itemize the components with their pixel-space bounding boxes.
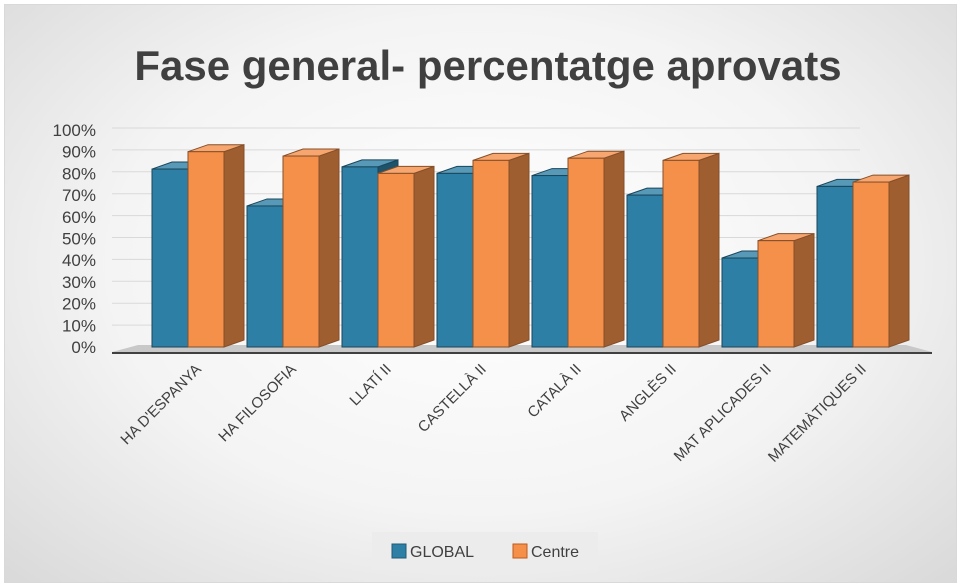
x-tick-label: CATALÀ II — [524, 361, 585, 422]
chart-floor — [112, 345, 932, 354]
y-tick-label: 20% — [62, 295, 96, 314]
chart-title: Fase general- percentatge aprovats — [134, 42, 841, 89]
legend-swatch-centre — [512, 543, 528, 559]
bar-centre-7 — [852, 174, 910, 348]
x-tick-label: ANGLÈS II — [616, 361, 680, 425]
legend-label-centre: Centre — [531, 544, 579, 561]
y-tick-label: 70% — [62, 186, 96, 205]
bar-centre-1 — [282, 148, 340, 348]
y-tick-label: 50% — [62, 230, 96, 249]
y-axis-ticks: 0% 10% 20% 30% 40% 50% 60% 70% 80% 90% 100% — [53, 121, 96, 357]
y-tick-label: 30% — [62, 273, 96, 292]
legend-box — [372, 532, 598, 570]
y-tick-label: 90% — [62, 143, 96, 162]
legend-swatch-global — [391, 543, 407, 559]
x-tick-label: CASTELLÀ II — [415, 361, 490, 436]
y-tick-label: 0% — [71, 338, 96, 357]
bar-centre-6 — [757, 232, 815, 348]
bars — [151, 143, 910, 348]
y-tick-label: 10% — [62, 316, 96, 335]
bar-centre-3 — [472, 152, 530, 348]
y-tick-label: 100% — [53, 121, 96, 140]
y-tick-label: 40% — [62, 251, 96, 270]
x-tick-label: HA D'ESPANYA — [117, 361, 204, 448]
x-axis-ticks: HA D'ESPANYA HA FILOSOFIA LLATÍ II CASTELLÀ… — [117, 361, 869, 466]
legend: GLOBAL Centre — [372, 532, 598, 570]
y-tick-label: 80% — [62, 164, 96, 183]
bar-centre-4 — [567, 150, 625, 348]
bar-centre-5 — [662, 152, 720, 348]
bar-centre-2 — [377, 165, 435, 348]
floor-plane — [112, 345, 932, 352]
x-tick-label: MATEMÀTIQUES II — [765, 361, 870, 466]
x-tick-label: HA FILOSOFIA — [215, 361, 300, 446]
x-tick-label: MAT APLICADES II — [671, 361, 775, 465]
legend-label-global: GLOBAL — [410, 544, 474, 561]
x-tick-label: LLATÍ II — [346, 361, 394, 409]
y-tick-label: 60% — [62, 208, 96, 227]
bar-centre-0 — [187, 143, 245, 348]
